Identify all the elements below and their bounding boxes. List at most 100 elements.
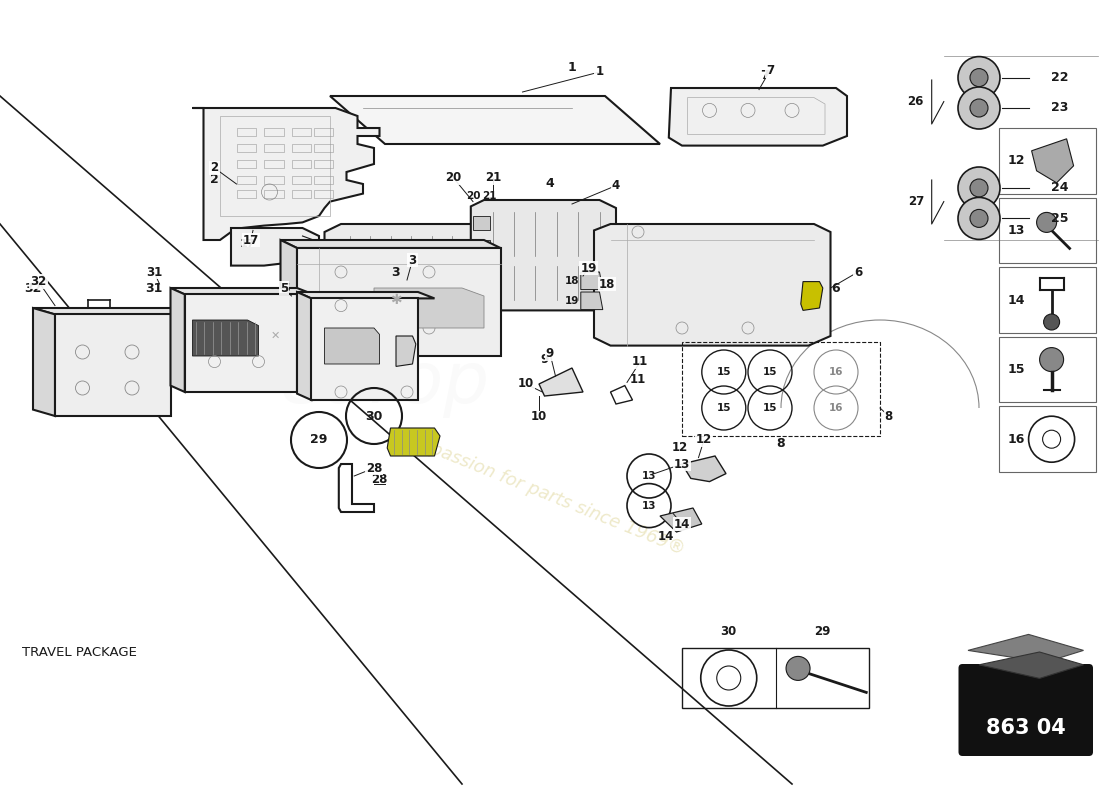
Text: 16: 16 <box>1008 433 1025 446</box>
Polygon shape <box>324 328 380 364</box>
Circle shape <box>970 210 988 227</box>
Polygon shape <box>594 224 830 346</box>
Polygon shape <box>297 292 311 400</box>
Text: 8: 8 <box>884 410 893 422</box>
Polygon shape <box>231 228 319 266</box>
Text: 15: 15 <box>1008 363 1025 376</box>
Text: 21: 21 <box>485 171 501 184</box>
Text: 15: 15 <box>762 367 778 377</box>
Circle shape <box>958 167 1000 209</box>
Text: 19: 19 <box>581 262 596 274</box>
Text: 24: 24 <box>1050 182 1068 194</box>
Text: 17: 17 <box>243 234 258 246</box>
Text: 13: 13 <box>641 471 657 481</box>
Text: 29: 29 <box>814 626 830 638</box>
Polygon shape <box>581 292 603 310</box>
Polygon shape <box>660 508 702 532</box>
Circle shape <box>1036 212 1057 232</box>
Polygon shape <box>979 652 1084 678</box>
Polygon shape <box>330 96 660 144</box>
Text: 7: 7 <box>760 70 769 82</box>
Circle shape <box>958 57 1000 98</box>
Circle shape <box>1040 347 1064 371</box>
Polygon shape <box>33 308 55 416</box>
Text: 32: 32 <box>31 275 46 288</box>
Circle shape <box>1044 314 1059 330</box>
Text: 18: 18 <box>600 278 615 290</box>
Polygon shape <box>669 88 847 146</box>
Polygon shape <box>374 288 484 328</box>
Polygon shape <box>581 272 603 290</box>
Text: 10: 10 <box>531 410 547 422</box>
Text: 25: 25 <box>1050 212 1068 225</box>
Text: ✕: ✕ <box>271 331 279 341</box>
Polygon shape <box>311 298 418 400</box>
Text: 8: 8 <box>777 438 785 450</box>
Polygon shape <box>473 216 490 230</box>
Text: 15: 15 <box>716 403 732 413</box>
Polygon shape <box>539 368 583 396</box>
Polygon shape <box>471 200 616 310</box>
Text: europ: europ <box>279 350 491 418</box>
Polygon shape <box>170 288 185 392</box>
Text: 21: 21 <box>482 191 497 201</box>
Text: 1: 1 <box>568 62 576 74</box>
Text: 27: 27 <box>908 195 924 208</box>
Circle shape <box>970 179 988 197</box>
Text: 29: 29 <box>310 434 328 446</box>
Text: 30: 30 <box>720 626 737 638</box>
Text: 13: 13 <box>674 458 690 470</box>
Text: 12: 12 <box>672 442 688 454</box>
Polygon shape <box>297 248 500 356</box>
Polygon shape <box>192 108 380 240</box>
Text: 12: 12 <box>1008 154 1025 167</box>
Text: 23: 23 <box>1050 102 1068 114</box>
Text: 4: 4 <box>546 178 554 190</box>
Text: 5: 5 <box>279 282 288 294</box>
Text: 3: 3 <box>408 254 417 266</box>
Polygon shape <box>55 314 170 416</box>
Circle shape <box>786 656 810 680</box>
Text: 4: 4 <box>612 179 620 192</box>
Text: 863 04: 863 04 <box>986 718 1066 738</box>
Text: 26: 26 <box>908 95 924 108</box>
Text: 1: 1 <box>595 66 604 78</box>
Text: 10: 10 <box>518 378 534 390</box>
Polygon shape <box>682 456 726 482</box>
Text: 13: 13 <box>641 501 657 510</box>
Polygon shape <box>280 240 297 356</box>
Text: 14: 14 <box>658 530 673 542</box>
Text: 20: 20 <box>465 191 481 201</box>
Text: 15: 15 <box>762 403 778 413</box>
Text: 32: 32 <box>24 282 42 294</box>
Text: 14: 14 <box>674 518 690 530</box>
Polygon shape <box>801 282 823 310</box>
Text: 13: 13 <box>1008 224 1025 237</box>
Text: 15: 15 <box>716 367 732 377</box>
Text: 6: 6 <box>854 266 862 278</box>
FancyBboxPatch shape <box>958 664 1093 756</box>
Text: 5: 5 <box>282 282 290 294</box>
Text: 9: 9 <box>546 347 554 360</box>
Text: 6: 6 <box>832 282 840 294</box>
Polygon shape <box>324 224 500 328</box>
Text: TRAVEL PACKAGE: TRAVEL PACKAGE <box>22 646 136 658</box>
Text: 31: 31 <box>145 282 163 294</box>
Text: 16: 16 <box>828 367 844 377</box>
Text: 2: 2 <box>210 162 219 174</box>
Polygon shape <box>1032 138 1074 182</box>
Text: 20: 20 <box>446 171 461 184</box>
Text: 18: 18 <box>564 276 580 286</box>
Text: 16: 16 <box>828 403 844 413</box>
Polygon shape <box>473 240 490 254</box>
Text: 19: 19 <box>564 296 580 306</box>
Text: 7: 7 <box>766 64 774 77</box>
Text: a passion for parts since 1969®: a passion for parts since 1969® <box>412 434 688 558</box>
Text: 30: 30 <box>365 410 383 422</box>
Circle shape <box>958 198 1000 239</box>
Polygon shape <box>387 428 440 456</box>
Text: 2: 2 <box>210 174 219 186</box>
Text: ✱: ✱ <box>390 293 402 307</box>
Text: 28: 28 <box>372 474 387 486</box>
Polygon shape <box>280 240 500 248</box>
